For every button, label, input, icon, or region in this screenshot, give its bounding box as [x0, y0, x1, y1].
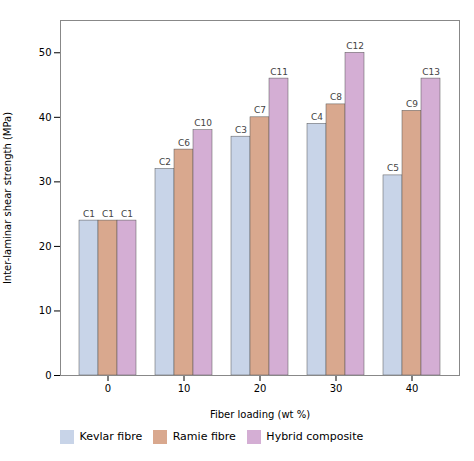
svg-text:C12: C12 [346, 41, 364, 51]
svg-text:40: 40 [39, 112, 52, 123]
html-text:Hybrid composite: Hybrid composite [266, 430, 364, 443]
svg-text:0: 0 [45, 370, 51, 381]
svg-text:C1: C1 [121, 209, 133, 219]
svg-text:50: 50 [39, 47, 52, 58]
svg-text:C13: C13 [422, 67, 440, 77]
svg-text:30: 30 [330, 383, 343, 394]
svg-text:40: 40 [406, 383, 419, 394]
svg-text:10: 10 [39, 305, 52, 316]
svg-text:0: 0 [105, 383, 111, 394]
svg-text:C10: C10 [194, 118, 212, 128]
svg-text:Inter-laminar shear strength (: Inter-laminar shear strength (MPa) [2, 112, 13, 284]
svg-text:C3: C3 [235, 125, 247, 135]
svg-text:20: 20 [254, 383, 267, 394]
html-text:Ramie fibre: Ramie fibre [172, 430, 236, 443]
svg-text:30: 30 [39, 176, 52, 187]
svg-text:C11: C11 [270, 67, 288, 77]
svg-text:10: 10 [178, 383, 191, 394]
svg-text:20: 20 [39, 241, 52, 252]
svg-text:C7: C7 [254, 105, 266, 115]
svg-text:C1: C1 [83, 209, 95, 219]
svg-text:C2: C2 [159, 157, 171, 167]
svg-text:C6: C6 [178, 138, 190, 148]
html-text:Kevlar fibre: Kevlar fibre [79, 430, 143, 443]
svg-text:Fiber loading (wt %): Fiber loading (wt %) [210, 409, 310, 420]
svg-text:C5: C5 [387, 163, 399, 173]
svg-text:C1: C1 [102, 209, 114, 219]
svg-text:C9: C9 [406, 99, 418, 109]
svg-text:C4: C4 [311, 112, 323, 122]
svg-text:C8: C8 [330, 92, 342, 102]
